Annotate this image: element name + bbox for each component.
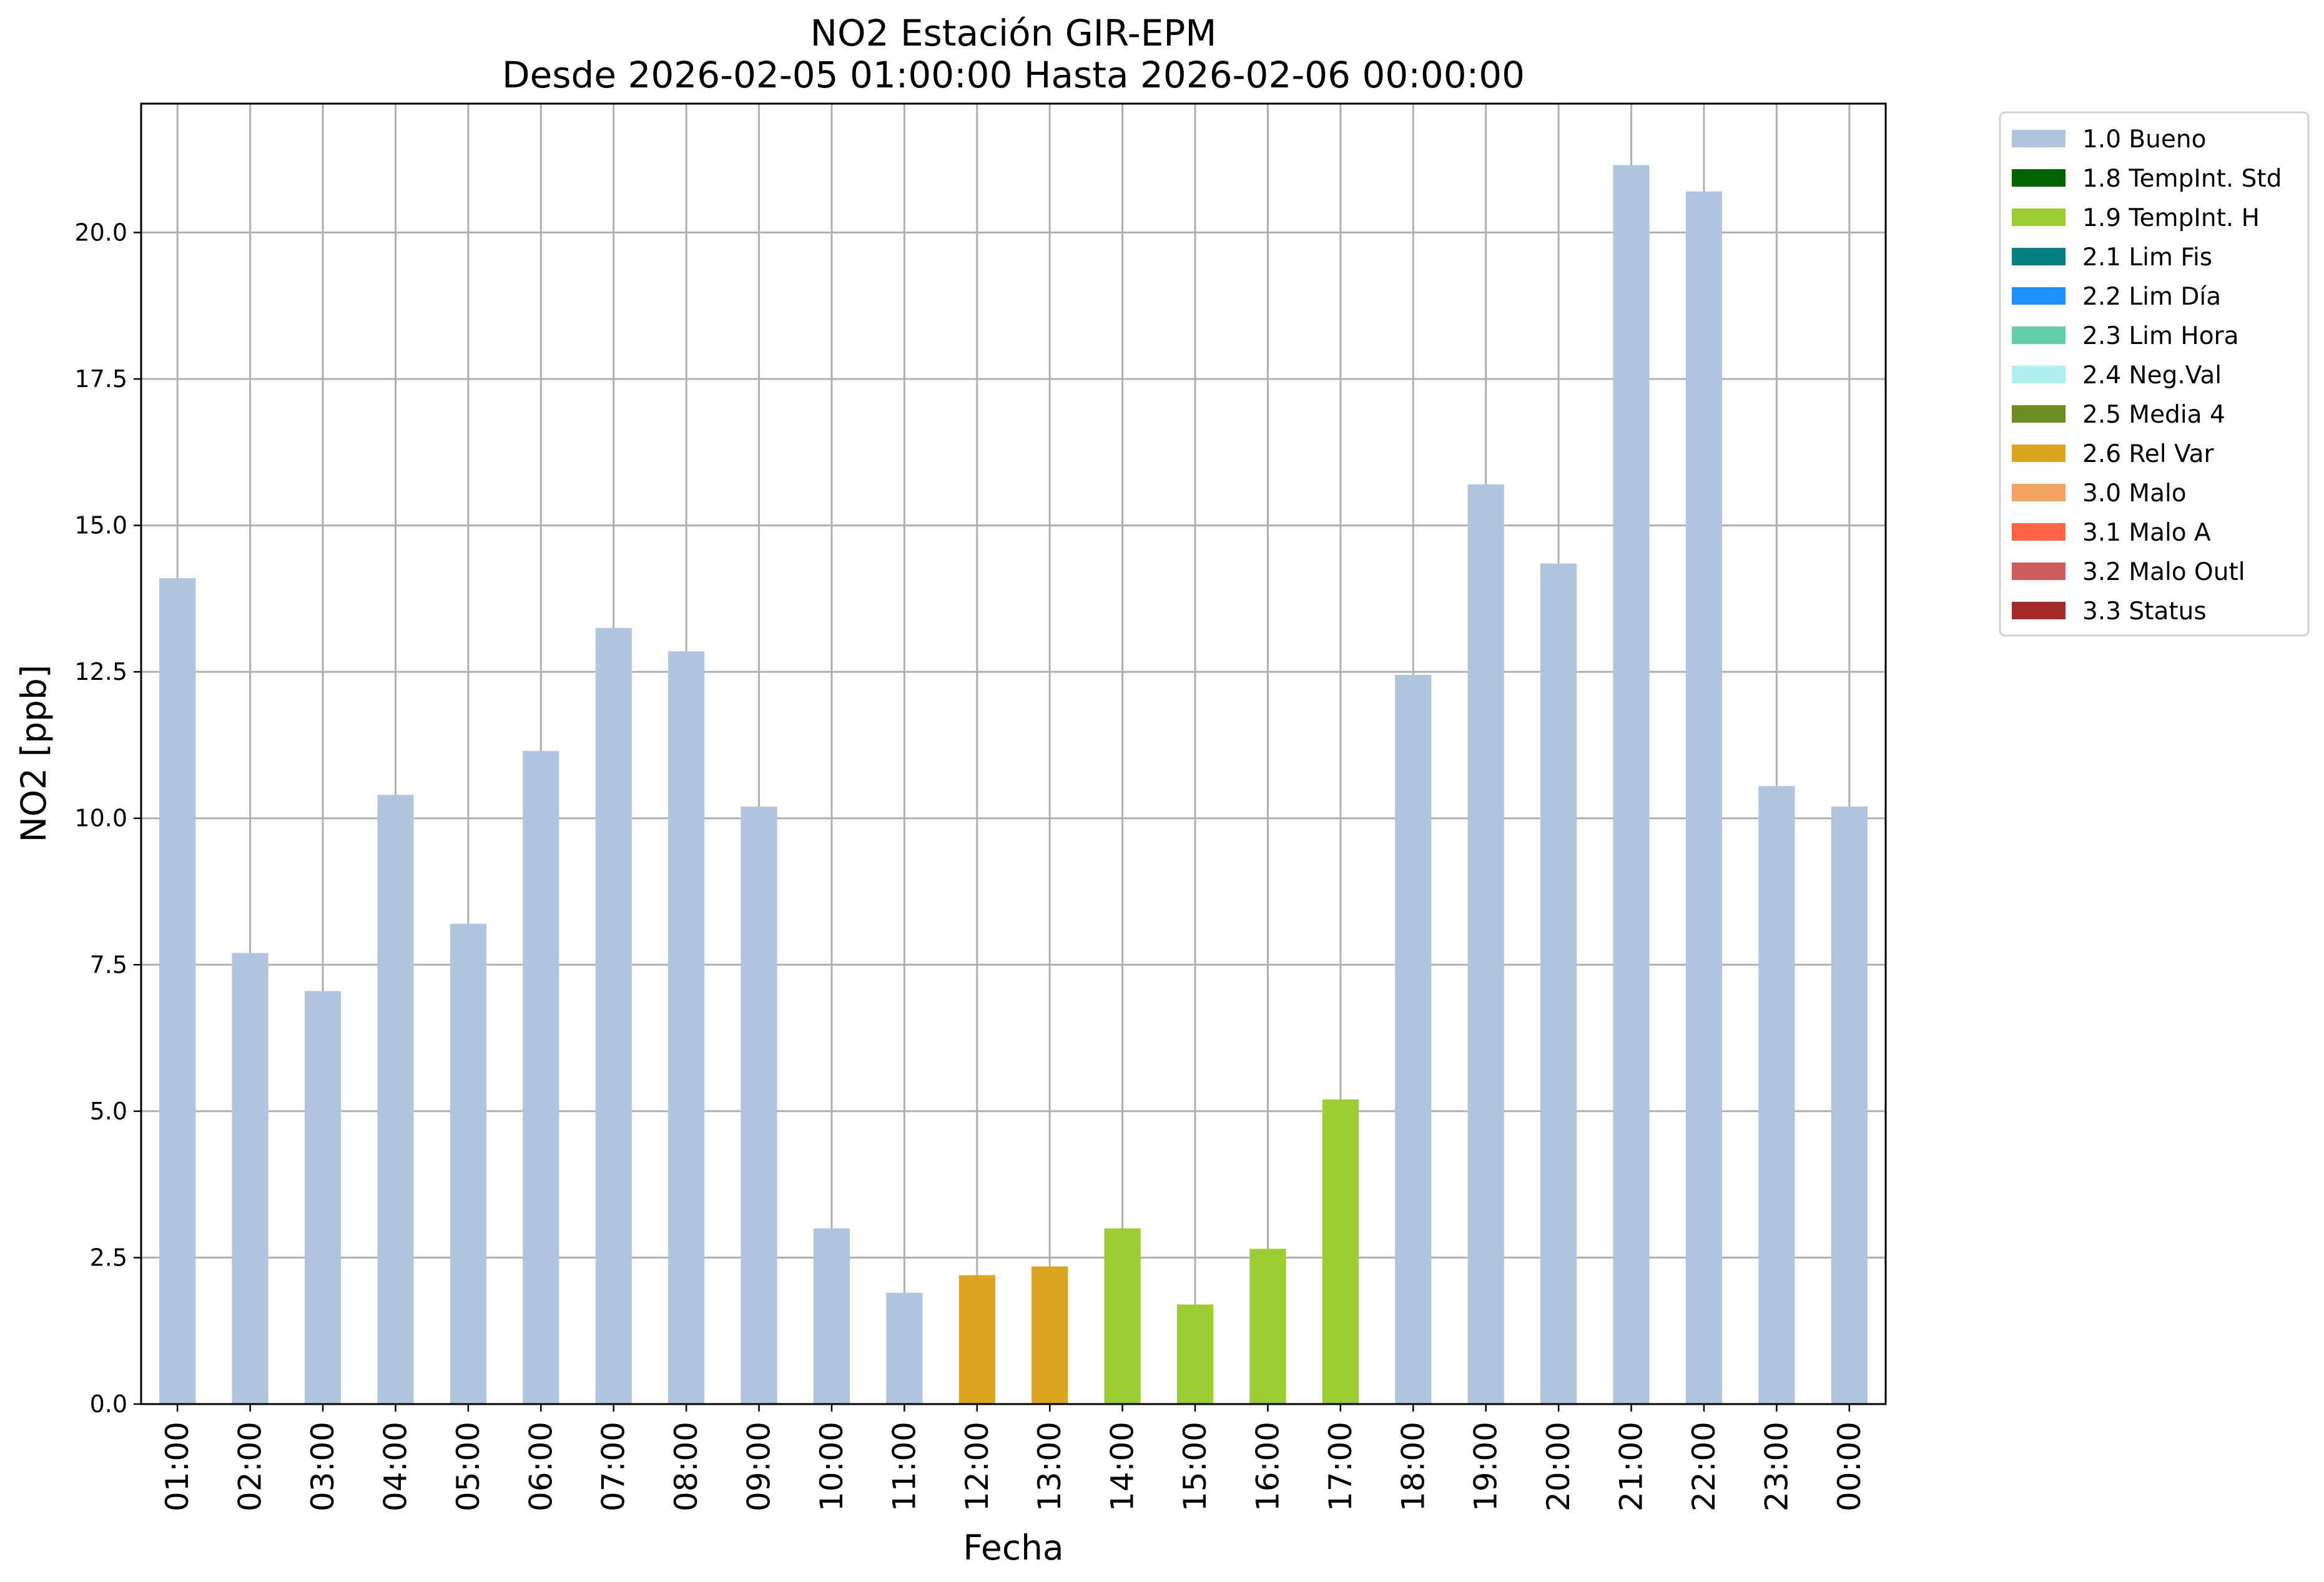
bar-15:00 [1176,1304,1214,1404]
legend-label: 2.3 Lim Hora [2082,322,2239,350]
x-tick-label: 06:00 [523,1422,559,1511]
bar-14:00 [1104,1228,1141,1404]
bar-17:00 [1322,1099,1359,1404]
bar-13:00 [1032,1266,1068,1404]
x-tick-label: 08:00 [668,1422,704,1511]
x-tick-label: 19:00 [1468,1422,1504,1511]
legend-swatch [2012,287,2066,305]
x-tick-label: 15:00 [1177,1422,1213,1511]
x-tick-label: 09:00 [741,1422,777,1511]
y-tick-label: 20.0 [74,219,127,246]
legend-label: 2.5 Media 4 [2082,401,2225,429]
x-tick-label: 04:00 [377,1422,413,1511]
bar-19:00 [1467,484,1504,1404]
bar-05:00 [450,923,486,1404]
x-axis-label: Fecha [963,1528,1063,1568]
x-tick-label: 13:00 [1032,1422,1068,1511]
y-tick-label: 17.5 [74,365,127,393]
bar-10:00 [813,1228,850,1404]
x-tick-label: 18:00 [1395,1422,1431,1511]
bar-20:00 [1540,563,1577,1404]
legend-swatch [2012,366,2066,383]
chart-subtitle: Desde 2026-02-05 01:00:00 Hasta 2026-02-… [502,54,1525,96]
x-tick-label: 20:00 [1540,1422,1577,1511]
x-tick-label: 21:00 [1613,1422,1650,1511]
legend-swatch [2012,130,2066,147]
legend-swatch [2012,523,2066,541]
bar-03:00 [304,991,342,1404]
legend-swatch [2012,445,2066,462]
x-ticks: 01:00 02:00 03:00 04:00 05:00 06:00 07:00 08:00… [159,1404,1868,1511]
y-tick-label: 5.0 [90,1098,127,1125]
y-tick-label: 2.5 [90,1244,127,1271]
legend-label: 3.2 Malo Outl [2082,558,2245,586]
legend-label: 3.3 Status [2082,597,2207,626]
legend-label: 3.0 Malo [2082,479,2187,508]
bar-21:00 [1613,165,1650,1404]
legend-swatch [2012,563,2066,580]
x-tick-label: 22:00 [1686,1422,1722,1511]
legend-items: 1.0 Bueno 1.8 TempInt. Std 1.9 TempInt. H 2… [2012,125,2282,626]
bar-23:00 [1758,786,1795,1404]
legend-swatch [2012,405,2066,423]
bar-09:00 [741,806,777,1404]
x-tick-label: 11:00 [886,1422,922,1511]
y-tick-label: 12.5 [74,658,127,685]
x-tick-label: 10:00 [814,1422,850,1511]
bar-22:00 [1685,191,1723,1404]
y-tick-label: 0.0 [90,1390,127,1418]
legend-swatch [2012,602,2066,619]
y-tick-label: 15.0 [74,512,127,539]
x-tick-label: 07:00 [596,1422,632,1511]
bar-07:00 [595,627,632,1404]
legend-swatch [2012,484,2066,501]
bar-02:00 [232,953,268,1404]
y-tick-label: 10.0 [74,805,127,832]
bar-06:00 [523,750,559,1404]
legend-frame [1999,111,2310,637]
x-tick-label: 02:00 [232,1422,268,1511]
bar-11:00 [886,1292,923,1404]
y-tick-label: 7.5 [90,951,127,978]
legend-label: 1.0 Bueno [2082,125,2206,154]
bar-08:00 [668,651,705,1404]
bar-16:00 [1249,1249,1286,1404]
legend-swatch [2012,209,2066,226]
legend-label: 2.2 Lim Día [2082,283,2221,311]
bar-04:00 [377,795,414,1404]
legend-label: 1.8 TempInt. Std [2082,165,2282,193]
x-tick-label: 16:00 [1249,1422,1286,1511]
bars [159,165,1868,1405]
legend-label: 2.4 Neg.Val [2082,361,2222,390]
x-tick-label: 05:00 [450,1422,486,1511]
x-tick-label: 00:00 [1831,1422,1868,1511]
y-ticks: 0.0 2.5 5.0 7.5 10.0 12.5 15.0 17.5 20.0 [74,219,141,1418]
bar-18:00 [1395,674,1432,1404]
chart-title: NO2 Estación GIR-EPM [810,12,1217,54]
y-axis-label: NO2 [ppb] [14,665,54,843]
legend-label: 2.1 Lim Fis [2082,243,2212,272]
legend-swatch [2012,169,2066,187]
legend-swatch [2012,248,2066,265]
x-tick-label: 12:00 [959,1422,995,1511]
legend-label: 2.6 Rel Var [2082,440,2215,468]
bar-12:00 [958,1275,995,1404]
plot-frame [140,102,1887,1405]
x-tick-label: 03:00 [305,1422,341,1511]
legend-swatch [2012,327,2066,344]
x-tick-label: 01:00 [159,1422,195,1511]
x-tick-label: 23:00 [1758,1422,1795,1511]
legend-label: 3.1 Malo A [2082,519,2211,547]
legend: 1.0 Bueno 1.8 TempInt. Std 1.9 TempInt. H 2… [1999,111,2310,637]
x-tick-label: 14:00 [1105,1422,1141,1511]
legend-label: 1.9 TempInt. H [2082,204,2260,232]
bar-00:00 [1831,806,1868,1404]
bar-01:00 [159,578,196,1405]
x-tick-label: 17:00 [1322,1422,1359,1511]
